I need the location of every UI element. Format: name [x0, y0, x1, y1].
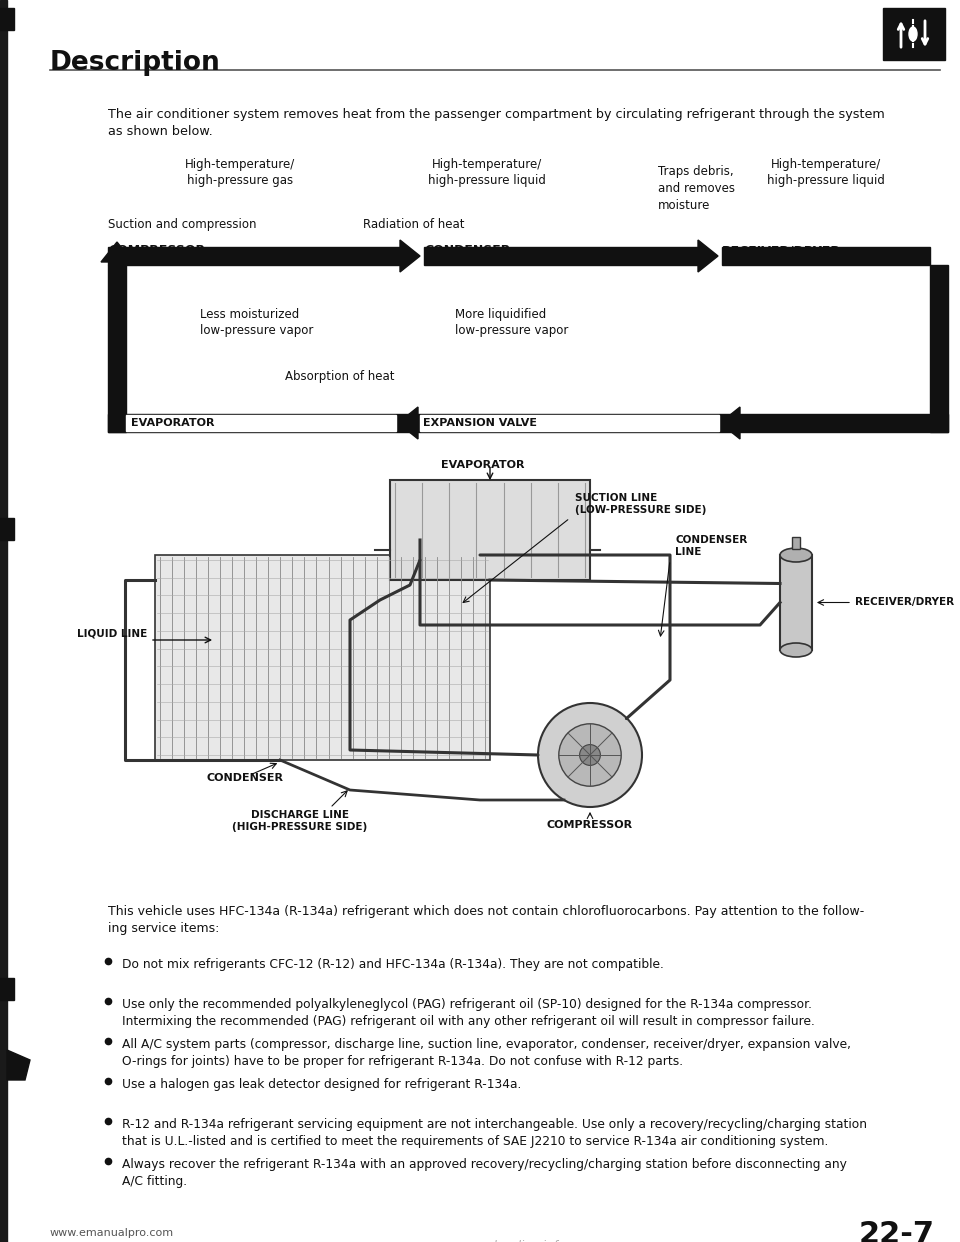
Text: www.emanualpro.com: www.emanualpro.com	[50, 1228, 174, 1238]
Ellipse shape	[780, 548, 812, 561]
Text: The air conditioner system removes heat from the passenger compartment by circul: The air conditioner system removes heat …	[108, 108, 885, 138]
Bar	[722, 247, 930, 265]
Bar	[0, 977, 14, 1000]
Text: High-temperature/
high-pressure gas: High-temperature/ high-pressure gas	[185, 158, 295, 188]
Ellipse shape	[780, 643, 812, 657]
Text: Radiation of heat: Radiation of heat	[363, 219, 465, 231]
Text: EXPANSION VALVE: EXPANSION VALVE	[423, 419, 537, 428]
Text: Do not mix refrigerants CFC-12 (R-12) and HFC-134a (R-134a). They are not compat: Do not mix refrigerants CFC-12 (R-12) an…	[122, 958, 664, 971]
Circle shape	[580, 745, 600, 765]
Bar	[420, 415, 719, 431]
Text: RECEIVER/DRYER: RECEIVER/DRYER	[722, 243, 841, 257]
Bar	[0, 7, 14, 30]
Text: R-12 and R-134a refrigerant servicing equipment are not interchangeable. Use onl: R-12 and R-134a refrigerant servicing eq…	[122, 1118, 867, 1148]
Bar	[108, 247, 400, 265]
Ellipse shape	[909, 27, 917, 41]
Bar	[424, 247, 698, 265]
Text: Use only the recommended polyalkyleneglycol (PAG) refrigerant oil (SP-10) design: Use only the recommended polyalkylenegly…	[122, 999, 815, 1027]
Text: High-temperature/
high-pressure liquid: High-temperature/ high-pressure liquid	[428, 158, 546, 188]
Text: Absorption of heat: Absorption of heat	[285, 370, 395, 383]
Text: Suction and compression: Suction and compression	[108, 219, 256, 231]
Bar	[0, 518, 14, 540]
Text: This vehicle uses HFC-134a (R-134a) refrigerant which does not contain chloroflu: This vehicle uses HFC-134a (R-134a) refr…	[108, 905, 864, 935]
Text: LIQUID LINE: LIQUID LINE	[77, 628, 147, 638]
Circle shape	[559, 724, 621, 786]
Text: High-temperature/
high-pressure liquid: High-temperature/ high-pressure liquid	[767, 158, 885, 188]
Text: Less moisturized
low-pressure vapor: Less moisturized low-pressure vapor	[200, 308, 313, 337]
Text: More liquidified
low-pressure vapor: More liquidified low-pressure vapor	[455, 308, 568, 337]
Text: SUCTION LINE
(LOW-PRESSURE SIDE): SUCTION LINE (LOW-PRESSURE SIDE)	[575, 493, 707, 515]
Text: EVAPORATOR: EVAPORATOR	[131, 419, 214, 428]
Bar	[108, 265, 126, 432]
Polygon shape	[101, 242, 133, 262]
Polygon shape	[7, 1049, 30, 1081]
Text: carmanualsonline.info: carmanualsonline.info	[435, 1240, 565, 1242]
Text: 22-7: 22-7	[859, 1220, 935, 1242]
Polygon shape	[398, 407, 418, 438]
Text: DISCHARGE LINE
(HIGH-PRESSURE SIDE): DISCHARGE LINE (HIGH-PRESSURE SIDE)	[232, 810, 368, 832]
Bar	[0, 0, 7, 1242]
Polygon shape	[698, 240, 718, 272]
Text: Always recover the refrigerant R-134a with an approved recovery/recycling/chargi: Always recover the refrigerant R-134a wi…	[122, 1158, 847, 1187]
Text: CONDENSER: CONDENSER	[424, 243, 511, 257]
Bar	[792, 537, 800, 549]
Bar	[780, 555, 812, 650]
Bar	[930, 265, 948, 432]
Text: Description: Description	[50, 50, 221, 76]
Polygon shape	[720, 407, 740, 438]
Bar	[883, 7, 945, 60]
Text: EVAPORATOR: EVAPORATOR	[442, 460, 525, 469]
Text: COMPRESSOR: COMPRESSOR	[547, 820, 633, 830]
Text: Traps debris,
and removes
moisture: Traps debris, and removes moisture	[658, 165, 735, 212]
Bar	[108, 414, 948, 432]
Bar	[126, 415, 396, 431]
Text: CONDENSER: CONDENSER	[206, 773, 283, 782]
Text: COMPRESSOR: COMPRESSOR	[108, 243, 205, 257]
Text: Use a halogen gas leak detector designed for refrigerant R-134a.: Use a halogen gas leak detector designed…	[122, 1078, 521, 1090]
Circle shape	[538, 703, 642, 807]
Bar	[155, 555, 490, 760]
Text: CONDENSER
LINE: CONDENSER LINE	[675, 534, 747, 556]
Text: RECEIVER/DRYER: RECEIVER/DRYER	[855, 597, 954, 607]
Bar	[390, 479, 590, 580]
Text: EVAPORATOR: EVAPORATOR	[305, 416, 394, 430]
Polygon shape	[400, 240, 420, 272]
Text: All A/C system parts (compressor, discharge line, suction line, evaporator, cond: All A/C system parts (compressor, discha…	[122, 1038, 851, 1068]
